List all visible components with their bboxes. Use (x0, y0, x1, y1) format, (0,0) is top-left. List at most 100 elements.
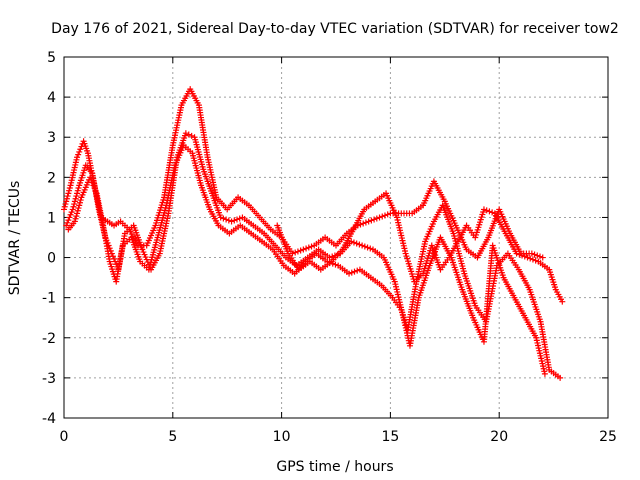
data-point (326, 254, 333, 261)
data-point (376, 214, 383, 221)
data-point (225, 217, 232, 224)
data-point (67, 211, 74, 218)
data-point (521, 253, 528, 260)
data-point (368, 217, 375, 224)
x-axis-label: GPS time / hours (276, 459, 393, 475)
y-tick-labels: 5 4 3 2 1 0 -1 -2 -3 -4 (42, 50, 56, 427)
data-point (87, 174, 94, 181)
data-point (63, 195, 70, 202)
data-point (90, 182, 97, 189)
data-point (528, 250, 535, 257)
data-point (539, 254, 546, 261)
data-point (217, 214, 224, 221)
data-point (294, 248, 301, 255)
data-point (74, 210, 81, 217)
y-tick-label: 1 (47, 210, 56, 226)
data-point (69, 206, 76, 213)
data-point (71, 198, 78, 205)
data-point (532, 257, 539, 264)
data-point (77, 197, 84, 204)
data-point (73, 193, 80, 200)
y-tick-label: 5 (47, 50, 56, 66)
data-point (360, 220, 367, 227)
data-point (76, 148, 83, 155)
data-point (524, 254, 531, 261)
data-point (359, 242, 366, 249)
x-tick-label: 0 (60, 429, 69, 445)
data-point (76, 199, 83, 206)
grid-lines (64, 57, 608, 418)
y-axis-label: SDTVAR / TECUs (7, 181, 23, 296)
data-point (66, 185, 73, 192)
data-point (367, 245, 374, 252)
data-point (233, 216, 240, 223)
data-point (74, 190, 81, 197)
data-point (529, 256, 536, 263)
data-point (480, 206, 487, 213)
data-point (292, 249, 299, 256)
data-point (71, 218, 78, 225)
x-tick-label: 15 (381, 429, 399, 445)
data-point (74, 154, 81, 161)
data-point (365, 218, 372, 225)
data-point (332, 261, 339, 268)
data-point (71, 201, 78, 208)
data-point (519, 252, 526, 259)
data-point (64, 219, 71, 226)
data-point (362, 219, 369, 226)
data-point (513, 250, 520, 257)
data-point (303, 245, 310, 252)
y-tick-label: 2 (47, 170, 56, 186)
data-point (66, 187, 73, 194)
data-point (182, 130, 189, 137)
data-point (516, 251, 523, 258)
data-point (531, 251, 538, 258)
data-point (348, 269, 355, 276)
data-point (223, 216, 230, 223)
data-point (537, 253, 543, 260)
data-point (329, 253, 336, 260)
data-point (308, 243, 315, 250)
data-point (61, 206, 67, 213)
data-point (75, 205, 82, 212)
data-point (354, 267, 361, 274)
plot-frame (63, 56, 609, 419)
data-point (236, 215, 243, 222)
data-point (75, 185, 82, 192)
data-point (73, 213, 80, 220)
data-point (76, 202, 83, 209)
data-point (534, 252, 541, 259)
data-point (63, 198, 70, 205)
data-point (91, 185, 98, 192)
x-tick-labels: 0 5 10 15 20 25 (60, 429, 617, 445)
data-point (188, 132, 195, 139)
data-point (220, 215, 227, 222)
data-point (559, 298, 566, 305)
data-point (74, 207, 81, 214)
data-point (68, 209, 75, 216)
data-point (356, 241, 363, 248)
data-point (371, 216, 378, 223)
data-point (353, 240, 360, 247)
data-point (88, 177, 95, 184)
x-tick-label: 5 (168, 429, 177, 445)
y-tick-label: -3 (42, 371, 56, 387)
x-tick-label: 10 (273, 429, 291, 445)
data-point (65, 190, 72, 197)
data-point (89, 179, 96, 186)
data-point (381, 212, 388, 219)
data-point (72, 215, 79, 222)
data-point (348, 238, 355, 245)
data-point (74, 187, 81, 194)
data-point (373, 215, 380, 222)
y-tick-label: -1 (42, 291, 56, 307)
data-point (75, 151, 82, 158)
data-point (64, 193, 71, 200)
data-point (350, 239, 357, 246)
data-point (557, 374, 564, 381)
data-point (483, 207, 490, 214)
data-point (527, 255, 534, 262)
data-point (305, 244, 312, 251)
y-tick-label: 3 (47, 130, 56, 146)
